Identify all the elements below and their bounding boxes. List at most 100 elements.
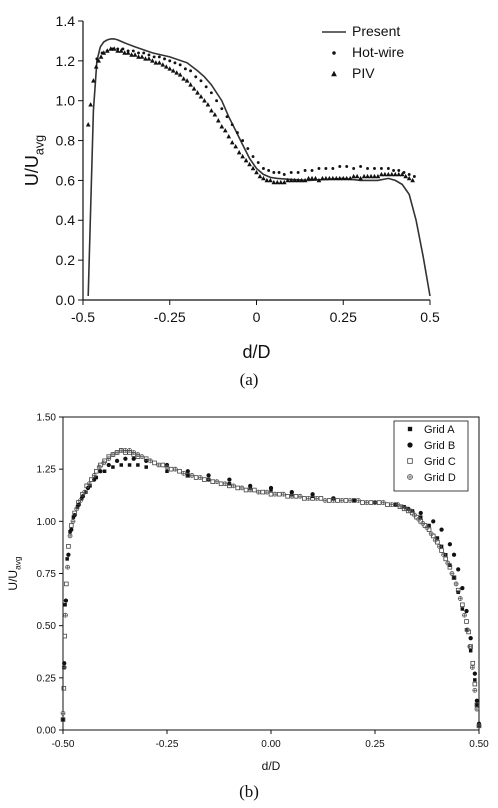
chart-a-data-point [142,51,146,55]
chart-b-data-point [98,469,103,474]
chart-a-data-point [261,175,266,181]
chart-b-data-point [472,671,477,676]
chart-b-data-point [399,504,405,510]
chart-b-data-point [447,542,453,547]
chart-b-data-point [289,493,295,499]
chart-a-data-point [386,167,390,170]
chart-b-data-point [360,500,365,505]
chart-b-data-point [235,485,240,491]
chart-a-data-point [392,171,398,177]
chart-a-data-point [177,72,183,77]
chart-a-legend-label: Hot-wire [352,44,404,60]
chart-b-data-point [456,567,461,572]
chart-a-data-point [333,175,339,181]
chart-b-data-point [435,536,440,540]
chart-a-data-point [403,173,409,179]
chart-b-data-point [114,458,120,463]
chart-b-data-point [111,465,115,469]
chart-b-data-point [372,500,378,505]
chart-a-data-point [184,78,190,83]
chart-b-data-point [403,506,409,512]
chart-b-legend-label: Grid B [424,440,455,452]
chart-a-data-point [240,153,245,159]
chart-b-data-point [67,533,73,539]
chart-b-data-point [272,491,278,497]
chart-b-x-tick-label: 0.50 [469,739,489,750]
chart-b-data-point [443,556,448,562]
chart-a-data-point [147,53,151,57]
chart-a-data-point [168,59,172,63]
chart-a-x-tick-label: 0.5 [420,309,440,325]
chart-a-data-point [274,179,280,185]
chart-b-data-point [476,723,482,729]
chart-a-data-point [91,78,96,83]
chart-b-data-point [231,483,236,489]
chart-b-data-point [206,473,211,478]
chart-a-data-point [330,175,336,181]
chart-b-data-point [222,481,228,487]
chart-a-data-point [337,175,343,181]
chart-b-y-tick-label: 0.25 [37,673,57,684]
chart-a-data-point [188,82,193,87]
chart-a-data-point [354,173,360,179]
chart-b-data-point [268,491,274,497]
chart-a-data-point [170,68,176,73]
chart-a-data-point [379,167,383,170]
chart-a-data-point [256,161,260,164]
chart-a-y-tick-label: 1.0 [56,93,76,109]
chart-b-data-point [181,470,187,476]
chart-a-data-point [366,167,369,170]
chart-b-data-point [451,575,457,580]
chart-b-data-point [412,512,417,518]
chart-b-data-point [322,498,328,503]
chart-b-data-point [147,458,153,464]
chart-b-data-point [464,627,470,633]
chart-a-data-point [327,175,332,181]
chart-a-data-point [296,171,300,174]
chart-b-data-point [101,460,107,466]
chart-b-data-point [227,477,232,482]
chart-a-data-point [288,177,294,183]
chart-a-data-point [317,167,321,170]
chart-b-data-point [71,515,76,519]
chart-b-data-point [389,502,395,508]
chart-b-x-tick-label: -0.25 [156,739,179,750]
chart-a-data-point [271,179,277,185]
chart-a-x-tick-label: 0.25 [330,309,357,325]
chart-a-data-point [225,115,229,119]
chart-b-data-point [185,469,190,474]
chart-b-data-point [62,633,67,639]
chart-a-series-piv [85,46,415,185]
chart-b-data-point [368,500,374,505]
chart-b-data-point [418,510,423,516]
chart-a-data-point [250,165,256,171]
chart-b-legend-frame [393,420,469,492]
chart-a-data-point [320,175,325,181]
chart-a-data-point [351,173,356,179]
chart-b-data-point [79,496,84,501]
chart-b-data-point [210,479,216,484]
chart-a-data-point [160,62,166,67]
chart-b-data-point [72,510,77,516]
chart-a-data-point [347,175,353,181]
chart-a-data-point [125,50,131,55]
chart-a-data-point [241,139,245,143]
chart-b-legend-swatch [407,442,413,448]
chart-b-data-point [457,596,463,601]
chart-b-data-point [186,473,190,478]
chart-a-y-axis-label: U/Uavg [22,135,46,186]
chart-b-data-point [123,447,128,453]
chart-a-data-point [173,61,177,65]
chart-b-data-point [252,487,257,493]
chart-a-y-tick-label: 1.4 [56,13,76,29]
chart-b-data-point [355,498,361,503]
chart-b-data-point [439,527,444,532]
chart-a-data-point [278,179,284,185]
chart-a-data-point [163,64,169,69]
chart-a-data-point [361,173,367,179]
chart-a-data-point [396,171,402,177]
chart-a-y-tick-label: 0.4 [56,212,76,228]
chart-b-data-point [206,477,212,482]
chart-a-data-point [243,157,249,163]
chart-b-data-point [63,598,69,603]
